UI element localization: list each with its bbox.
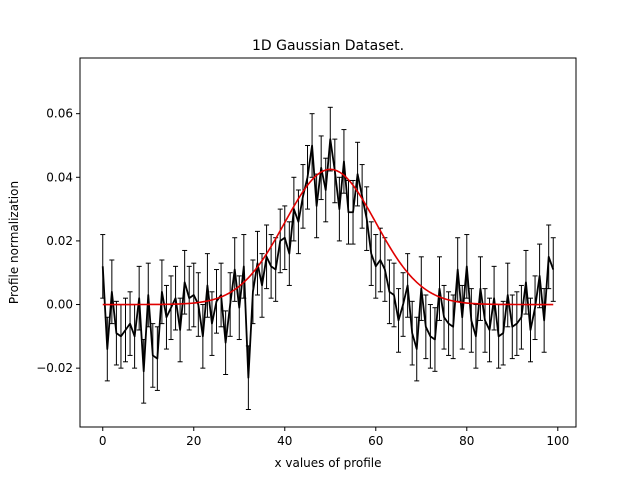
x-tick-label: 0 [99, 434, 107, 448]
y-tick-label: 0.00 [46, 298, 73, 312]
x-axis-ticks: 0 20 40 60 80 100 [99, 427, 569, 448]
y-tick-label: 0.02 [46, 234, 73, 248]
chart-title: 1D Gaussian Dataset. [252, 38, 404, 54]
x-tick-label: 60 [368, 434, 383, 448]
x-axis-label: x values of profile [274, 456, 381, 470]
x-tick-label: 100 [546, 434, 569, 448]
y-tick-label: 0.06 [46, 107, 73, 121]
y-tick-label: −0.02 [36, 361, 73, 375]
y-axis-ticks: −0.02 0.00 0.02 0.04 0.06 [36, 107, 80, 375]
x-tick-label: 20 [186, 434, 201, 448]
x-tick-label: 40 [277, 434, 292, 448]
line-layer [101, 138, 555, 379]
y-tick-label: 0.04 [46, 170, 73, 184]
y-axis-label: Profile normalization [7, 181, 21, 304]
fit-line [102, 168, 554, 306]
data-line [101, 138, 555, 379]
x-tick-label: 80 [459, 434, 474, 448]
plot-frame [79, 57, 577, 428]
plot-area [80, 58, 576, 427]
